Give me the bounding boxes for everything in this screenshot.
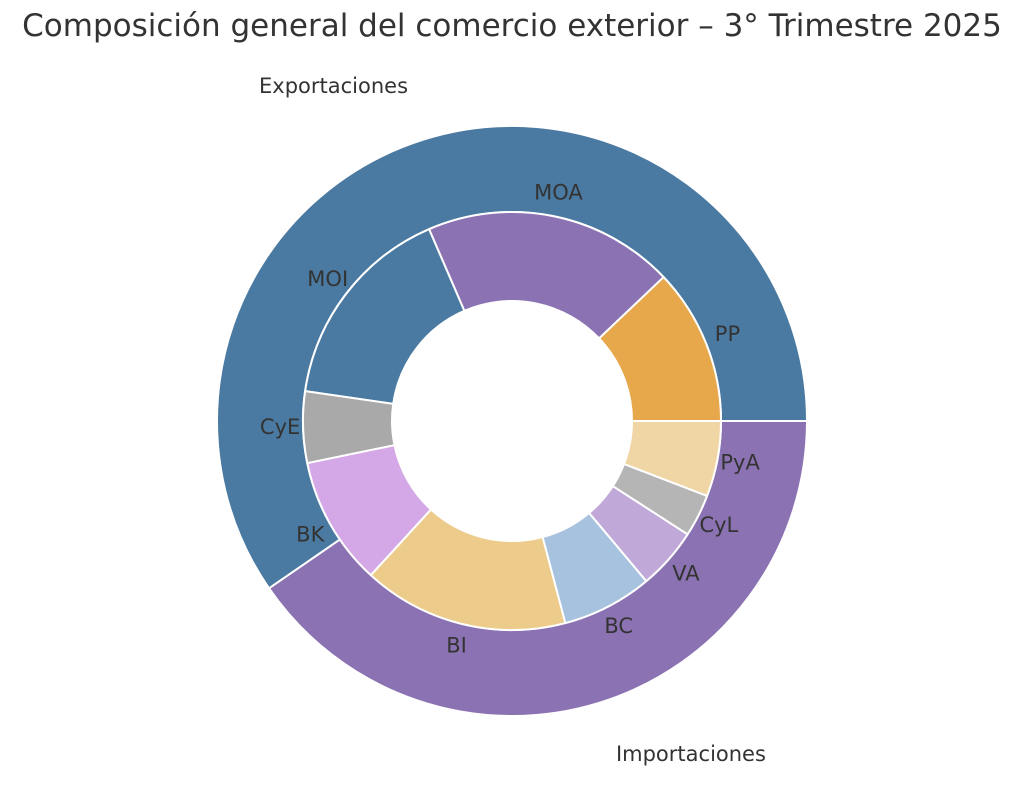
chart-title: Composición general del comercio exterio… (22, 8, 1002, 44)
inner-label-cye: CyE (260, 415, 300, 439)
inner-label-moa: MOA (534, 181, 583, 205)
outer-label-importaciones: Importaciones (616, 742, 766, 766)
inner-label-bk: BK (296, 523, 325, 547)
inner-label-cyl: CyL (699, 513, 738, 537)
outer-label-exportaciones: Exportaciones (259, 74, 408, 98)
inner-slice-moa (428, 211, 665, 340)
inner-label-pp: PP (715, 322, 740, 346)
inner-slice-pya (623, 420, 722, 497)
inner-label-moi: MOI (307, 267, 348, 291)
inner-label-bc: BC (604, 614, 633, 638)
inner-label-pya: PyA (720, 450, 760, 474)
inner-ring (302, 211, 722, 631)
slice-labels: Exportaciones Importaciones PP MOA MOI CyE BK B… (259, 74, 766, 766)
inner-label-bi: BI (446, 633, 467, 657)
inner-label-va: VA (672, 561, 700, 585)
